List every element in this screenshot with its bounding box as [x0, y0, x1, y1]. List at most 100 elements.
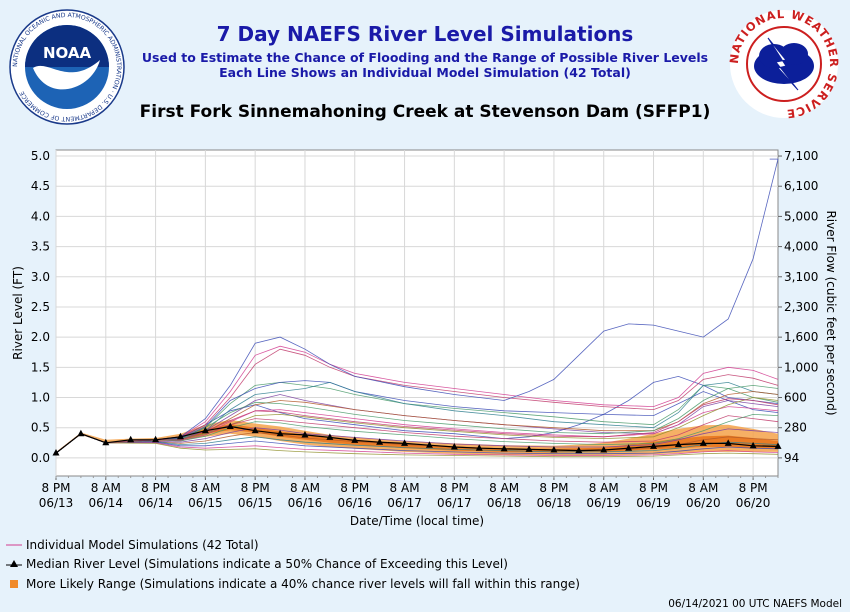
ensemble-line	[55, 433, 779, 458]
y-right-tick-label: 2,300	[784, 300, 818, 314]
median-marker	[276, 429, 284, 437]
median-marker	[774, 442, 782, 449]
y-tick-label: 0.0	[31, 451, 50, 465]
y-tick-label: 3.0	[31, 270, 50, 284]
median-marker	[724, 439, 732, 446]
y-tick-label: 2.5	[31, 300, 50, 314]
nws-logo: NATIONAL WEATHER SERVICE	[728, 8, 840, 120]
x-axis-label: Date/Time (local time)	[350, 514, 484, 528]
median-marker	[674, 440, 682, 448]
chart-title: 7 Day NAEFS River Level Simulations	[216, 22, 634, 46]
median-marker	[500, 444, 508, 452]
x-tick-date: 06/17	[387, 496, 422, 510]
y-tick-label: 2.0	[31, 330, 50, 344]
y-right-tick-label: 94	[784, 451, 799, 465]
y-right-tick-label: 4,000	[784, 240, 818, 254]
median-marker	[301, 430, 309, 438]
ensemble-line	[55, 433, 779, 454]
x-tick-time: 8 PM	[141, 481, 170, 495]
median-marker	[425, 441, 433, 448]
median-line-path	[55, 425, 779, 454]
median-marker	[201, 426, 209, 434]
legend-range: More Likely Range (Simulations indicate …	[6, 577, 580, 591]
y-right-tick-label: 5,000	[784, 209, 818, 223]
y-right-tick-label: 600	[784, 391, 807, 405]
x-tick-date: 06/15	[238, 496, 273, 510]
noaa-logo: NOAA NATIONAL OCEANIC AND ATMOSPHERIC AD…	[9, 9, 125, 125]
median-line	[52, 422, 782, 456]
y-tick-label: 3.5	[31, 240, 50, 254]
legend-individual-label: Individual Model Simulations (42 Total)	[26, 538, 259, 552]
y-right-tick-label: 1,600	[784, 330, 818, 344]
axes: 0.0 0.5 1.0 1.5 2.0 2.5 3.0 3.5 4.0 4.5 5.0 94 280 60…	[31, 149, 818, 510]
median-marker	[77, 429, 85, 437]
x-tick-time: 8 AM	[290, 481, 320, 495]
median-marker	[550, 446, 558, 453]
chart-subtitle-1: Used to Estimate the Chance of Flooding …	[141, 50, 709, 65]
x-tick-date: 06/16	[288, 496, 323, 510]
y-tick-label: 4.5	[31, 179, 50, 193]
median-marker	[326, 433, 334, 440]
median-marker	[575, 446, 583, 454]
noaa-center-text: NOAA	[43, 44, 92, 62]
x-tick-date: 06/14	[88, 496, 123, 510]
x-tick-date: 06/14	[138, 496, 173, 510]
median-marker	[625, 444, 633, 451]
median-marker	[525, 445, 533, 452]
y-right-tick-label: 1,000	[784, 360, 818, 374]
x-tick-date: 06/13	[39, 496, 74, 510]
ensemble-line	[55, 413, 779, 454]
ensemble-lines	[55, 158, 779, 458]
median-marker	[600, 446, 608, 453]
y-tick-label: 4.0	[31, 209, 50, 223]
chart-subtitle-2: Each Line Shows an Individual Model Simu…	[219, 65, 631, 80]
y-right-tick-label: 6,100	[784, 179, 818, 193]
x-tick-time: 8 PM	[639, 481, 668, 495]
model-footer: 06/14/2021 00 UTC NAEFS Model	[668, 598, 842, 610]
median-marker	[475, 444, 483, 451]
x-tick-time: 8 AM	[589, 481, 619, 495]
legend-individual: Individual Model Simulations (42 Total)	[6, 538, 259, 552]
y-tick-label: 1.0	[31, 391, 50, 405]
median-marker	[251, 426, 259, 434]
ensemble-line	[55, 398, 779, 454]
median-marker	[450, 443, 458, 450]
x-tick-date: 06/18	[537, 496, 572, 510]
x-tick-date: 06/19	[636, 496, 671, 510]
ensemble-line	[55, 433, 779, 455]
x-tick-time: 8 PM	[340, 481, 369, 495]
median-marker	[699, 439, 707, 446]
median-marker	[376, 438, 384, 445]
legend-median-label: Median River Level (Simulations indicate…	[26, 557, 508, 571]
x-tick-time: 8 PM	[241, 481, 270, 495]
y-tick-label: 5.0	[31, 149, 50, 163]
median-marker	[226, 422, 234, 429]
river-level-chart: 0.0 0.5 1.0 1.5 2.0 2.5 3.0 3.5 4.0 4.5 5.0 94 280 60…	[11, 149, 838, 528]
y-right-tick-label: 3,100	[784, 270, 818, 284]
range-band-inner	[155, 424, 779, 453]
legend-range-label: More Likely Range (Simulations indicate …	[26, 577, 580, 591]
median-marker	[176, 432, 184, 440]
y-axis-label: River Level (FT)	[11, 266, 25, 360]
x-tick-date: 06/20	[736, 496, 771, 510]
ensemble-line	[55, 159, 779, 454]
median-marker	[749, 441, 757, 449]
station-title: First Fork Sinnemahoning Creek at Steven…	[139, 102, 711, 122]
x-tick-date: 06/17	[437, 496, 472, 510]
x-tick-date: 06/16	[337, 496, 372, 510]
y-axis-right-label: River Flow (cubic feet per second)	[824, 210, 838, 415]
y-tick-label: 1.5	[31, 360, 50, 374]
y-right-tick-label: 7,100	[784, 149, 818, 163]
median-marker	[351, 436, 359, 443]
median-marker	[102, 438, 110, 446]
median-marker	[52, 449, 60, 456]
legend-median: Median River Level (Simulations indicate…	[6, 557, 508, 571]
x-tick-date: 06/20	[686, 496, 721, 510]
y-tick-label: 0.5	[31, 421, 50, 435]
median-marker	[650, 442, 658, 449]
x-tick-date: 06/19	[586, 496, 621, 510]
x-tick-time: 8 PM	[41, 481, 70, 495]
x-tick-time: 8 AM	[190, 481, 220, 495]
median-marker	[152, 435, 160, 443]
x-tick-time: 8 PM	[739, 481, 768, 495]
